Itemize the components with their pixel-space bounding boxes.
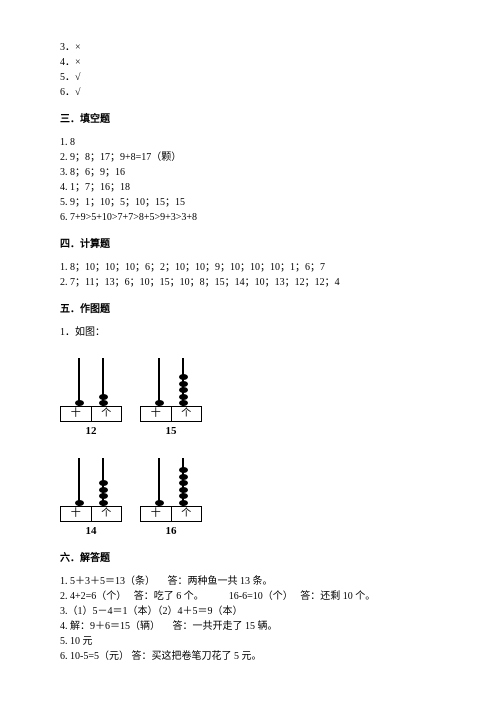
beads-ones bbox=[178, 358, 188, 406]
answer-line: 6. 10-5=5（元） 答：买这把卷笔刀花了 5 元。 bbox=[60, 649, 440, 664]
section-6-heading: 六．解答题 bbox=[60, 551, 440, 566]
abacus-row: 十个14十个16 bbox=[60, 458, 440, 540]
abacus-figures: 十个12十个15十个14十个16 bbox=[60, 358, 440, 539]
abacus-row: 十个12十个15 bbox=[60, 358, 440, 440]
answer-line: 2. 4+2=6（个） 答：吃了 6 个。 16-6=10（个） 答：还剩 10… bbox=[60, 589, 440, 604]
bead bbox=[179, 387, 188, 393]
bead bbox=[179, 394, 188, 400]
bead bbox=[179, 474, 188, 480]
top-answers: 3．× 4．× 5．√ 6．√ bbox=[60, 40, 440, 100]
beads-tens bbox=[154, 358, 164, 406]
abacus: 十个12 bbox=[60, 358, 122, 440]
place-tens-label: 十 bbox=[61, 507, 92, 521]
beads-tens bbox=[154, 458, 164, 506]
abacus-base: 十个 bbox=[60, 406, 122, 422]
bead bbox=[99, 493, 108, 499]
fill-line: 4. 1；7；16；18 bbox=[60, 180, 440, 195]
abacus-body: 十个 bbox=[140, 358, 202, 422]
fill-line: 2. 9；8；17；9+8=17（颗） bbox=[60, 150, 440, 165]
fill-line: 6. 7+9>5+10>7+7>8+5>9+3>3+8 bbox=[60, 210, 440, 225]
section-6-body: 1. 5＋3＋5＝13（条） 答：两种鱼一共 13 条。 2. 4+2=6（个）… bbox=[60, 574, 440, 664]
section-5-heading: 五．作图题 bbox=[60, 302, 440, 317]
fill-line: 1. 8 bbox=[60, 135, 440, 150]
bead bbox=[179, 374, 188, 380]
beads-ones bbox=[98, 358, 108, 406]
abacus: 十个16 bbox=[140, 458, 202, 540]
place-ones-label: 个 bbox=[92, 407, 122, 421]
abacus-base: 十个 bbox=[140, 406, 202, 422]
top-item: 6．√ bbox=[60, 85, 440, 100]
abacus-body: 十个 bbox=[60, 358, 122, 422]
abacus-base: 十个 bbox=[60, 506, 122, 522]
calc-line: 1. 8；10；10；10；6；2；10；10；9；10；10；10；1；6；7 bbox=[60, 260, 440, 275]
place-ones-label: 个 bbox=[172, 407, 202, 421]
bead bbox=[179, 487, 188, 493]
abacus-number-label: 15 bbox=[166, 423, 177, 440]
top-item: 5．√ bbox=[60, 70, 440, 85]
place-tens-label: 十 bbox=[61, 407, 92, 421]
place-ones-label: 个 bbox=[172, 507, 202, 521]
fill-line: 3. 8；6；9；16 bbox=[60, 165, 440, 180]
section-4-body: 1. 8；10；10；10；6；2；10；10；9；10；10；10；1；6；7… bbox=[60, 260, 440, 290]
place-tens-label: 十 bbox=[141, 407, 172, 421]
top-item: 3．× bbox=[60, 40, 440, 55]
figure-intro: 1．如图： bbox=[60, 325, 440, 340]
abacus-base: 十个 bbox=[140, 506, 202, 522]
answer-line: 1. 5＋3＋5＝13（条） 答：两种鱼一共 13 条。 bbox=[60, 574, 440, 589]
abacus-number-label: 12 bbox=[86, 423, 97, 440]
abacus: 十个14 bbox=[60, 458, 122, 540]
abacus-number-label: 16 bbox=[166, 523, 177, 540]
place-tens-label: 十 bbox=[141, 507, 172, 521]
bead bbox=[99, 394, 108, 400]
beads-ones bbox=[98, 458, 108, 506]
calc-line: 2. 7；11；13；6；10；15；10；8；15；14；10；13；12；1… bbox=[60, 275, 440, 290]
top-item: 4．× bbox=[60, 55, 440, 70]
abacus-body: 十个 bbox=[140, 458, 202, 522]
beads-tens bbox=[74, 358, 84, 406]
answer-line: 4. 解：9＋6＝15（辆） 答：一共开走了 15 辆。 bbox=[60, 619, 440, 634]
answer-line: 3.（1）5－4＝1（本）（2）4＋5＝9（本） bbox=[60, 604, 440, 619]
beads-tens bbox=[74, 458, 84, 506]
answer-line: 5. 10 元 bbox=[60, 634, 440, 649]
fill-line: 5. 9；1；10；5；10；15；15 bbox=[60, 195, 440, 210]
abacus-number-label: 14 bbox=[86, 523, 97, 540]
section-3-body: 1. 8 2. 9；8；17；9+8=17（颗） 3. 8；6；9；16 4. … bbox=[60, 135, 440, 225]
bead bbox=[179, 381, 188, 387]
abacus: 十个15 bbox=[140, 358, 202, 440]
bead bbox=[99, 480, 108, 486]
place-ones-label: 个 bbox=[92, 507, 122, 521]
bead bbox=[179, 493, 188, 499]
bead bbox=[179, 467, 188, 473]
section-4-heading: 四．计算题 bbox=[60, 237, 440, 252]
bead bbox=[179, 480, 188, 486]
beads-ones bbox=[178, 458, 188, 506]
section-3-heading: 三．填空题 bbox=[60, 112, 440, 127]
bead bbox=[99, 487, 108, 493]
abacus-body: 十个 bbox=[60, 458, 122, 522]
